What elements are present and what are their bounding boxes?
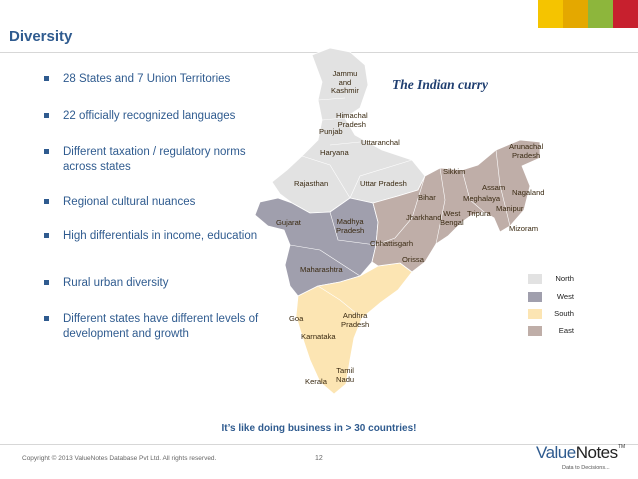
label-jammu-and-kashmir: Jammu and Kashmir: [331, 69, 359, 96]
label-west-bengal: West Bengal: [440, 209, 464, 227]
label-kerala: Kerala: [305, 377, 327, 386]
label-jharkhand: Jharkhand: [406, 213, 442, 222]
india-map: [254, 47, 541, 395]
bullet-square-icon: [44, 113, 49, 118]
bullet-item: 28 States and 7 Union Territories: [44, 72, 259, 87]
legend-swatch: [528, 326, 542, 336]
label-andhra-pradesh: Andhra Pradesh: [341, 311, 370, 329]
corner-stripe-2: [563, 0, 588, 28]
legend-item-west: West: [528, 292, 578, 304]
bullet-square-icon: [44, 199, 49, 204]
label-maharashtra: Maharashtra: [300, 265, 343, 274]
label-arunachal-pradesh: Arunachal Pradesh: [509, 142, 544, 160]
legend-item-north: North: [528, 274, 578, 286]
legend-swatch: [528, 292, 542, 302]
label-manipur: Manipur: [496, 204, 524, 213]
legend-item-south: South: [528, 309, 578, 321]
slide-tagline: It’s like doing business in > 30 countri…: [221, 423, 417, 434]
corner-stripe-4: [613, 0, 638, 28]
map-heading: The Indian curry: [392, 77, 489, 92]
label-madhya-pradesh: Madhya Pradesh: [336, 217, 365, 235]
label-karnataka: Karnataka: [301, 332, 336, 341]
label-nagaland: Nagaland: [512, 188, 545, 197]
label-tripura: Tripura: [467, 209, 491, 218]
label-uttar-pradesh: Uttar Pradesh: [360, 179, 407, 188]
label-rajasthan: Rajasthan: [294, 179, 329, 188]
label-orissa: Orissa: [402, 255, 424, 264]
bullet-square-icon: [44, 149, 49, 154]
footer-divider: [0, 444, 638, 445]
state-border-lines: [289, 97, 511, 319]
legend-swatch: [528, 274, 542, 284]
bullet-item: Different states have different levels o…: [44, 312, 259, 342]
label-tamil-nadu: Tamil Nadu: [336, 366, 355, 384]
legend-item-east: East: [528, 326, 578, 338]
corner-accent: [538, 0, 638, 28]
bullet-square-icon: [44, 233, 49, 238]
bullet-square-icon: [44, 76, 49, 81]
label-bihar: Bihar: [418, 193, 436, 202]
bullet-item: Rural urban diversity: [44, 276, 259, 291]
slide-title: Diversity: [9, 28, 73, 45]
legend-swatch: [528, 309, 542, 319]
label-sikkim: Sikkim: [443, 167, 466, 176]
region-east-shape: [371, 139, 541, 273]
bullet-item: High differentials in income, education: [44, 229, 259, 244]
page-number: 12: [315, 455, 323, 462]
bullet-item: Regional cultural nuances: [44, 195, 259, 210]
label-assam: Assam: [482, 183, 506, 192]
logo-tagline: Data to Decisions...: [562, 465, 610, 471]
label-chhattisgarh: Chhattisgarh: [370, 239, 414, 248]
bullet-square-icon: [44, 280, 49, 285]
bullet-square-icon: [44, 316, 49, 321]
label-meghalaya: Meghalaya: [463, 194, 501, 203]
valuenotes-logo: ValueNotes TM Data to Decisions...: [536, 443, 626, 477]
bullet-item: Different taxation / regulatory norms ac…: [44, 145, 259, 175]
label-himachal-pradesh: Himachal Pradesh: [336, 111, 368, 129]
label-gujarat: Gujarat: [276, 218, 301, 227]
copyright-text: Copyright © 2013 ValueNotes Database Pvt…: [22, 455, 217, 462]
label-punjab: Punjab: [319, 127, 343, 136]
label-goa: Goa: [289, 314, 304, 323]
logo-trademark: TM: [618, 444, 626, 450]
logo-wordmark: ValueNotes: [536, 443, 618, 462]
corner-stripe-1: [538, 0, 563, 28]
label-haryana: Haryana: [320, 148, 349, 157]
label-mizoram: Mizoram: [509, 224, 539, 233]
bullet-item: 22 officially recognized languages: [44, 109, 259, 124]
corner-stripe-3: [588, 0, 613, 28]
label-uttaranchal: Uttaranchal: [361, 138, 400, 147]
